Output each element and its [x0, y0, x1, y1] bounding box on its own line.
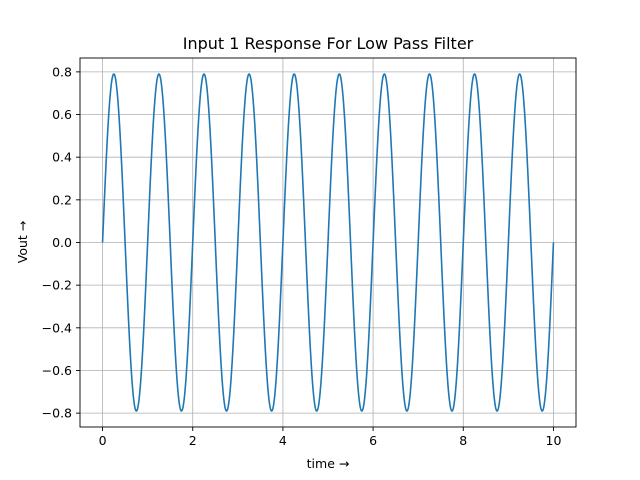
x-axis-ticks: 0 2 4 6 8 10: [99, 427, 562, 448]
chart-title: Input 1 Response For Low Pass Filter: [183, 34, 474, 53]
x-tick-label: 4: [279, 433, 287, 448]
series-line: [101, 73, 555, 412]
y-tick-label: −0.2: [42, 278, 72, 293]
y-tick-label: 0.2: [52, 192, 72, 207]
y-tick-label: 0.4: [52, 150, 72, 165]
y-tick-label: −0.6: [42, 363, 72, 378]
x-tick-label: 0: [99, 433, 107, 448]
x-tick-label: 6: [369, 433, 377, 448]
x-tick-label: 2: [189, 433, 197, 448]
x-axis-label: time →: [307, 456, 350, 471]
x-tick-label: 10: [546, 433, 562, 448]
y-tick-label: 0.6: [52, 107, 72, 122]
series-layer: [101, 73, 555, 412]
y-tick-label: −0.8: [42, 406, 72, 421]
y-tick-label: −0.4: [42, 320, 72, 335]
y-tick-label: 0.8: [52, 64, 72, 79]
y-axis-label: Vout →: [15, 221, 30, 264]
y-axis-ticks: −0.8 −0.6 −0.4 −0.2 0.0 0.2 0.4 0.6 0.8: [42, 64, 80, 421]
x-tick-label: 8: [459, 433, 467, 448]
y-tick-label: 0.0: [52, 235, 72, 250]
